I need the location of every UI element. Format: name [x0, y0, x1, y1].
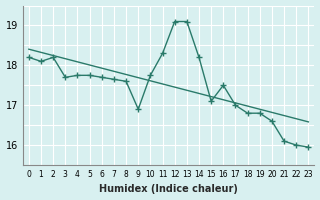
X-axis label: Humidex (Indice chaleur): Humidex (Indice chaleur) [99, 184, 238, 194]
